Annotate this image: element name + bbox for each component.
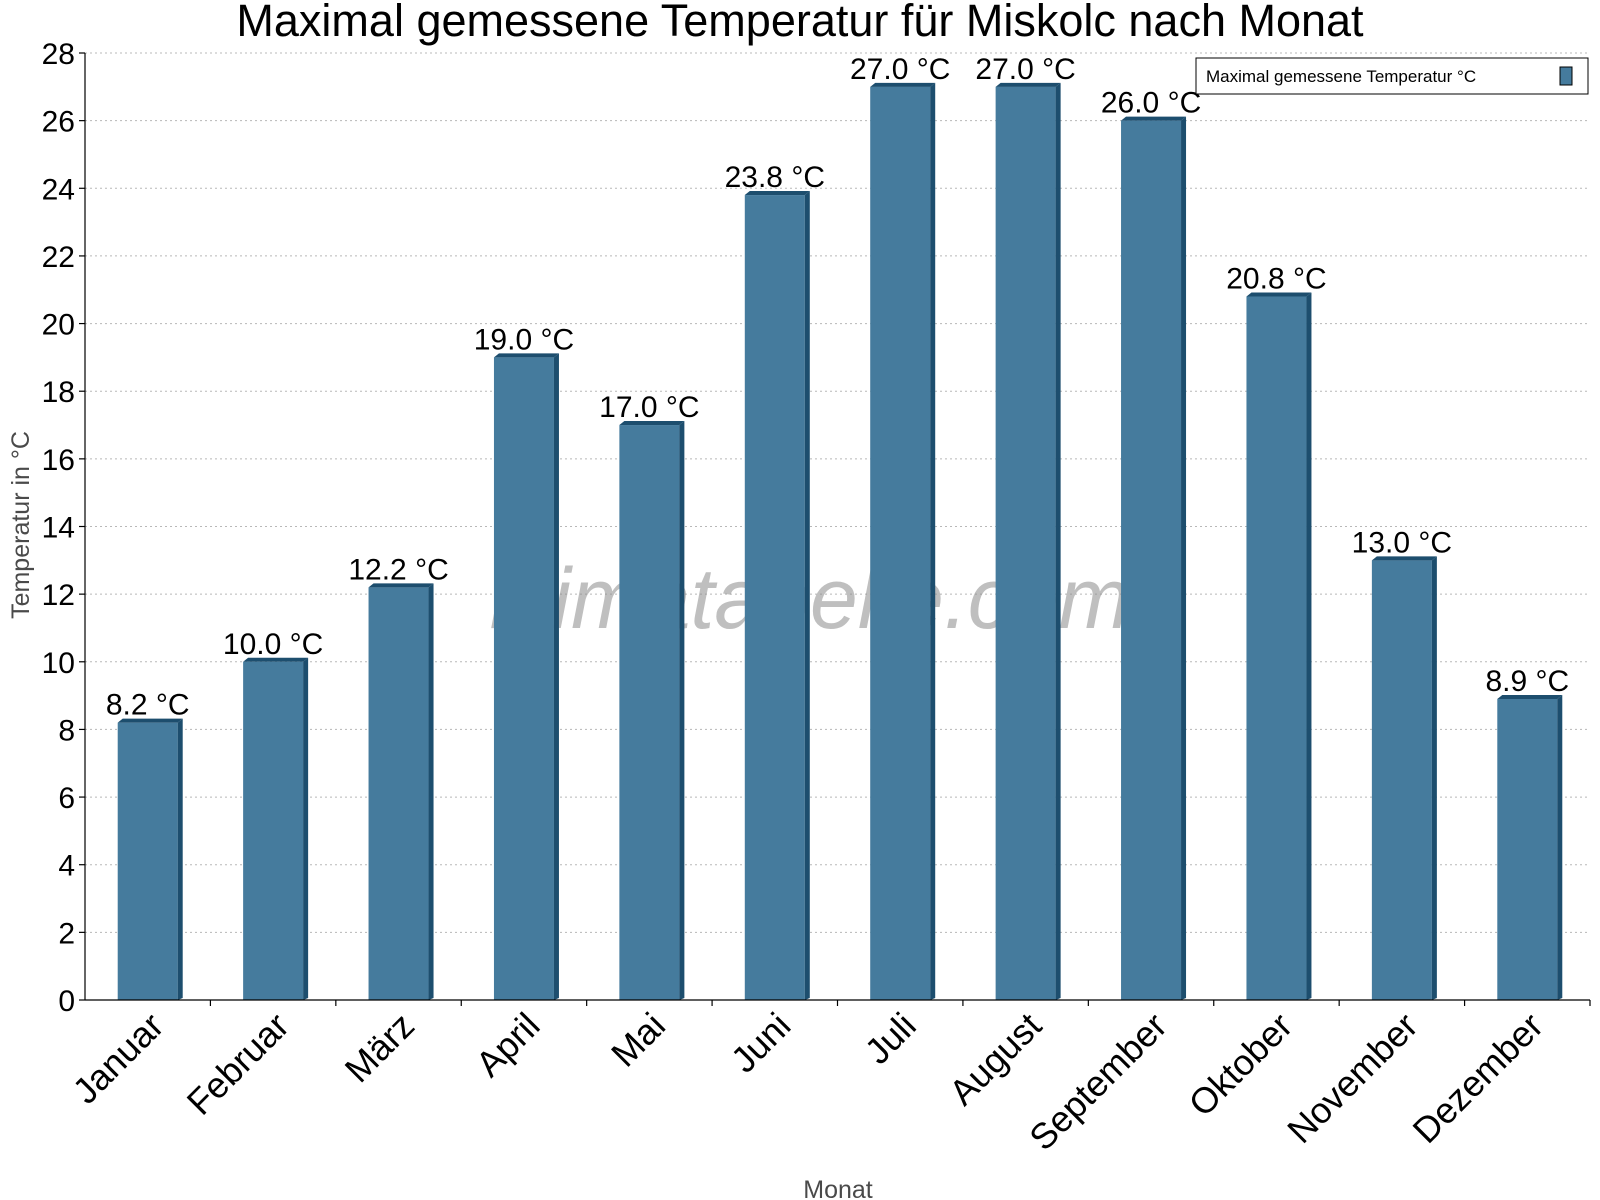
bar-side [1431, 556, 1437, 1000]
bar-side [1557, 694, 1563, 1000]
legend-swatch [1559, 66, 1573, 86]
bar-top [619, 421, 685, 426]
bar-top [117, 718, 183, 723]
bar-top [243, 657, 309, 662]
data-label: 12.2 °C [348, 553, 448, 586]
legend-box [1195, 57, 1589, 95]
bar [117, 722, 178, 1000]
bar-side [177, 718, 183, 1000]
x-tick-label: Februar [179, 1005, 297, 1123]
bar-top [1121, 116, 1187, 121]
bar [1497, 698, 1558, 1000]
chart-title: Maximal gemessene Temperatur für Miskolc… [236, 0, 1364, 46]
bar-top [744, 191, 810, 196]
x-tick-label: März [337, 1005, 423, 1091]
bar-top [1497, 694, 1563, 699]
y-tick-label: 6 [58, 782, 75, 815]
bars: 8.2 °C 10.0 °C 12.2 °C 19.0 °C 17.0 °C 23.8 °… [106, 53, 1569, 1001]
data-label: 10.0 °C [223, 628, 323, 661]
y-tick-label: 10 [42, 647, 75, 680]
legend-label: Maximal gemessene Temperatur °C [1206, 67, 1476, 86]
data-label: 23.8 °C [725, 161, 825, 194]
bar-top [995, 82, 1061, 87]
bar-side [679, 421, 685, 1000]
data-label: 13.0 °C [1352, 526, 1452, 559]
x-tick-label: Dezember [1405, 1005, 1551, 1151]
y-tick-label: 20 [42, 309, 75, 342]
bar [1371, 560, 1432, 1000]
x-tick-label: Juni [723, 1005, 799, 1081]
data-label: 26.0 °C [1101, 87, 1201, 120]
bar [1121, 120, 1182, 1000]
y-tick-label: 26 [42, 106, 75, 139]
y-tick-label: 14 [42, 512, 75, 545]
bar [1246, 296, 1307, 1000]
data-label: 17.0 °C [599, 391, 699, 424]
y-tick-label: 18 [42, 376, 75, 409]
x-tick-label: Januar [65, 1005, 172, 1112]
bar-top [368, 583, 434, 588]
bar-top [1371, 556, 1437, 561]
x-axis-title: Monat [803, 1176, 873, 1200]
y-tick-label: 2 [58, 917, 75, 950]
y-tick-label: 16 [42, 444, 75, 477]
y-tick-label: 4 [58, 850, 75, 883]
y-tick-label: 28 [42, 38, 75, 71]
x-tick-label: September [1021, 1005, 1175, 1159]
bar [493, 357, 554, 1001]
data-label: 8.2 °C [106, 689, 190, 722]
y-tick-label: 22 [42, 241, 75, 274]
bar [995, 86, 1056, 1001]
x-tick-label: November [1279, 1005, 1425, 1151]
y-tick-label: 0 [58, 985, 75, 1018]
data-label: 20.8 °C [1226, 263, 1326, 296]
x-tick-label: Mai [603, 1005, 673, 1075]
data-label: 27.0 °C [850, 53, 950, 86]
bar-side [804, 191, 810, 1001]
x-tick-label: Juli [857, 1005, 924, 1072]
x-tick-label: August [941, 1005, 1049, 1113]
bar-side [428, 583, 434, 1000]
x-tick-label: Oktober [1181, 1005, 1301, 1125]
bar [870, 86, 931, 1001]
bar-top [1246, 292, 1312, 297]
bar [368, 587, 429, 1000]
bar-side [1055, 82, 1061, 1001]
data-label: 19.0 °C [474, 323, 574, 356]
bar-side [930, 82, 936, 1001]
bar-side [303, 657, 309, 1000]
bar [744, 195, 805, 1001]
bar-side [1181, 116, 1187, 1000]
data-label: 27.0 °C [975, 53, 1075, 86]
bar-top [493, 353, 559, 358]
grid [85, 52, 1590, 933]
data-label: 8.9 °C [1485, 665, 1569, 698]
y-tick-label: 8 [58, 714, 75, 747]
bar-side [553, 353, 559, 1001]
y-axis-title: Temperatur in °C [7, 431, 35, 619]
y-tick-label: 24 [42, 173, 75, 206]
bar-side [1306, 292, 1312, 1000]
bar [243, 661, 304, 1000]
y-tick-label: 12 [42, 579, 75, 612]
legend: Maximal gemessene Temperatur °C [1195, 57, 1589, 95]
bar [619, 425, 680, 1000]
x-tick-label: April [468, 1005, 548, 1085]
bar-top [870, 82, 936, 87]
